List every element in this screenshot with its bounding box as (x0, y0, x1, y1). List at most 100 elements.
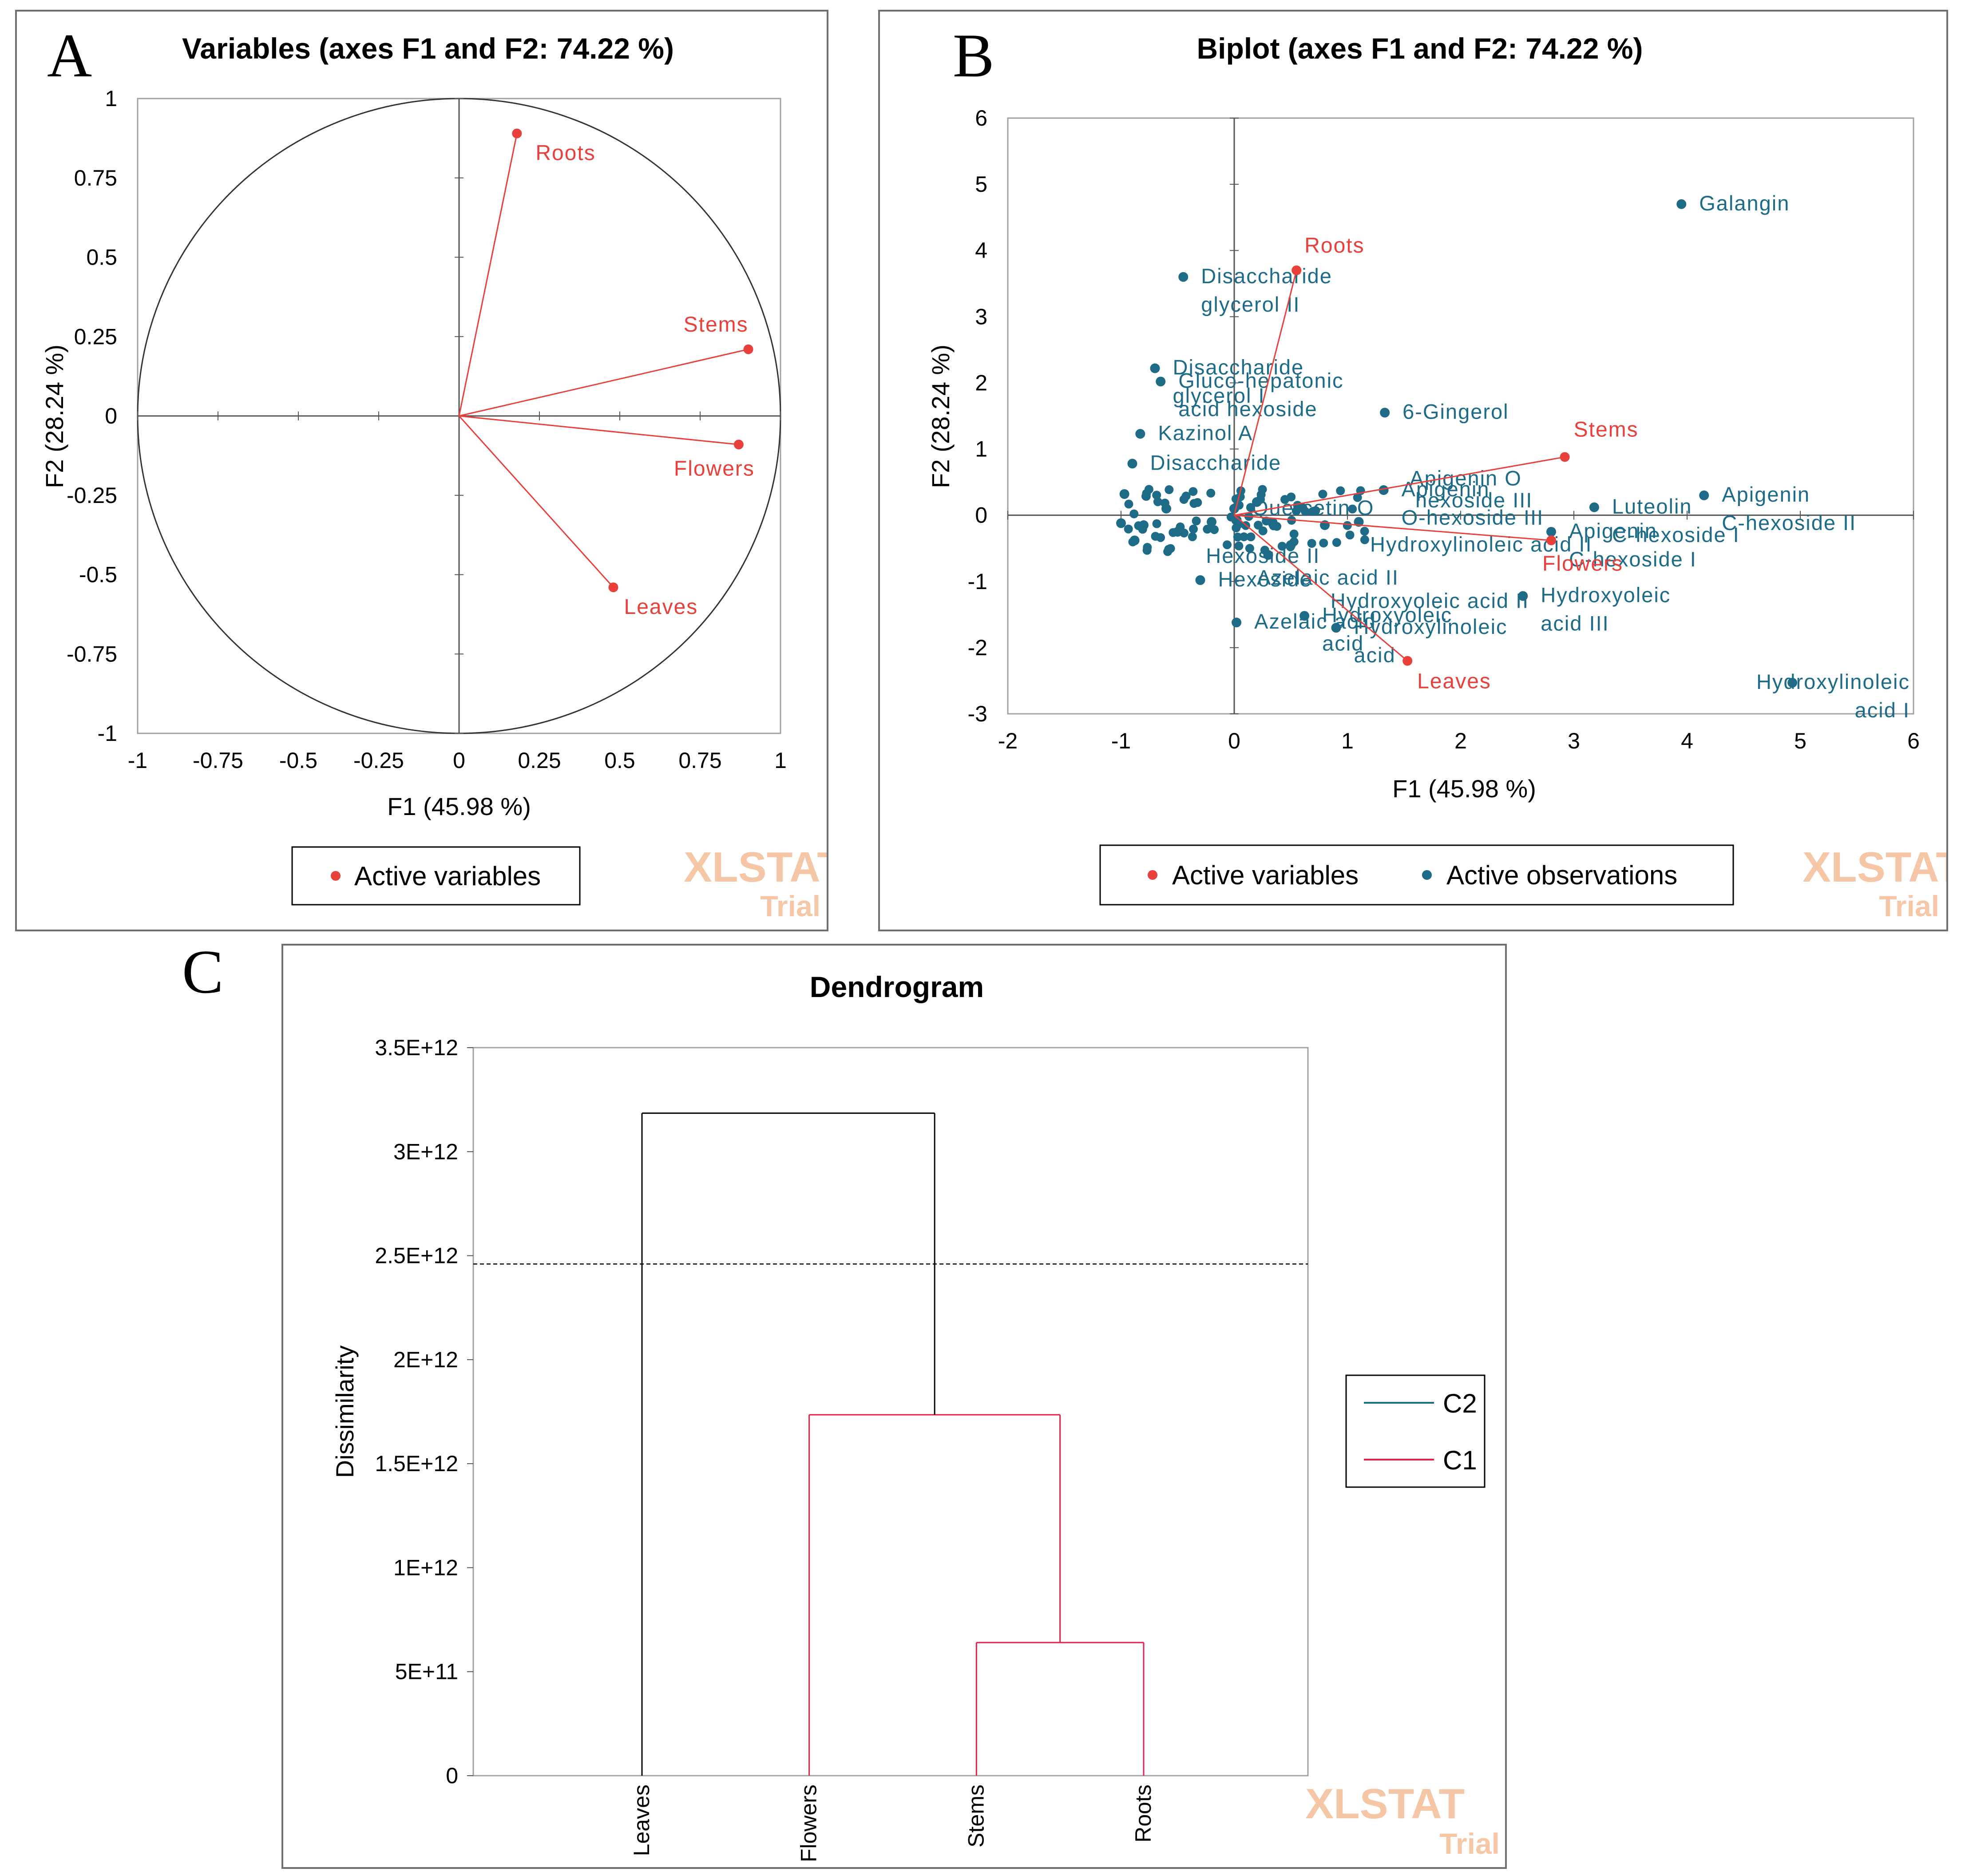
x-tick-label: -1 (128, 748, 147, 773)
vector-leaves (1234, 515, 1408, 661)
variables-plot: A Variables (axes F1 and F2: 74.22 %) -1… (40, 21, 827, 922)
observation-point (1254, 520, 1263, 530)
point-leaves (608, 582, 618, 593)
legend: C2 C1 (1345, 1374, 1486, 1488)
x-tick-label: 1 (1341, 728, 1354, 753)
observation-point (1152, 491, 1161, 500)
y-tick-label: 3 (975, 304, 987, 329)
y-tick-label: 1.5E+12 (375, 1451, 458, 1476)
legend-label-c1: C1 (1443, 1445, 1477, 1475)
observation-point (1258, 485, 1267, 494)
observation-point (1246, 503, 1255, 512)
observation-point (1319, 538, 1328, 548)
chart-title: Variables (axes F1 and F2: 74.22 %) (182, 32, 674, 65)
x-tick-label: -1 (1111, 728, 1131, 753)
x-axis-label: F1 (45.98 %) (1392, 775, 1536, 803)
y-tick-label: 1 (105, 86, 117, 111)
y-axis-label: Dissimilarity (331, 1346, 359, 1478)
label-stems: Stems (1574, 418, 1639, 441)
observation-point (1195, 575, 1205, 585)
y-tick-label: 4 (975, 238, 987, 263)
legend-label-variables: Active variables (1172, 860, 1359, 890)
observation-point (1336, 486, 1345, 495)
point-flowers (733, 439, 744, 450)
observation-label: Hydroxylinoleic acid I (1756, 670, 1910, 722)
y-axis-label: F2 (28.24 %) (40, 344, 68, 488)
observation-point (1188, 532, 1197, 542)
point-leaves (1402, 656, 1413, 666)
label-flowers: Flowers (1542, 552, 1623, 575)
observation-point (1245, 544, 1254, 553)
point-roots (1292, 265, 1302, 275)
biplot: B Biplot (axes F1 and F2: 74.22 %) -2 -1 0… (927, 21, 1946, 922)
panel-letter-b: B (953, 21, 994, 90)
observation-point (1246, 532, 1256, 542)
label-flowers: Flowers (674, 457, 755, 480)
observation-point (1787, 677, 1798, 688)
leaf-label-leaves: Leaves (629, 1785, 654, 1856)
observation-point (1232, 523, 1241, 533)
observation-point (1161, 503, 1171, 514)
x-tick-label: 5 (1794, 728, 1807, 753)
watermark-xlstat: XLSTAT (1305, 1780, 1465, 1828)
observation-point (1119, 489, 1129, 499)
chart-title: Biplot (axes F1 and F2: 74.22 %) (1197, 32, 1643, 65)
observation-label: 6-Gingerol (1402, 400, 1509, 423)
observation-point (1150, 363, 1160, 373)
cluster-label: Hexoside II (1206, 544, 1320, 567)
y-tick-label: 3E+12 (393, 1139, 458, 1164)
observation-point (1129, 509, 1139, 518)
watermark-xlstat: XLSTAT (1803, 843, 1946, 891)
observation-point (1379, 485, 1389, 495)
observation-point (1156, 533, 1165, 542)
observation-label: Quercetin O (1252, 496, 1374, 519)
observation-point (1116, 518, 1126, 528)
x-tick-label: 1 (774, 748, 787, 773)
x-tick-label: 2 (1454, 728, 1467, 753)
observation-label: Kazinol A (1158, 421, 1253, 444)
observation-point (1353, 493, 1362, 502)
legend-label-variables: Active variables (354, 861, 541, 891)
observation-point (1189, 524, 1198, 534)
y-tick-label: 2 (975, 370, 987, 395)
y-tick-label: -0.5 (79, 562, 117, 587)
x-tick-label: 0.25 (518, 748, 561, 773)
plot-area (1007, 117, 1914, 715)
label-stems: Stems (684, 313, 749, 336)
vector-roots (458, 133, 518, 416)
leaf-label-flowers: Flowers (796, 1785, 821, 1862)
observation-label: Azelaic acid (1254, 610, 1376, 633)
observation-point (1178, 272, 1189, 282)
y-tick-label: 3.5E+12 (375, 1035, 458, 1060)
observation-point (1124, 499, 1133, 509)
observation-point (1360, 535, 1369, 544)
panel-letter-c-holder: C (182, 944, 223, 1006)
observation-label: Apigenin C-hexoside II (1722, 483, 1856, 534)
legend-marker-variables (331, 871, 341, 881)
observation-label: Disaccharide glycerol I (1173, 356, 1304, 408)
x-tick-label: 3 (1568, 728, 1580, 753)
x-tick-label: -0.75 (193, 748, 243, 773)
vector-stems (1234, 456, 1565, 516)
observation-point (1152, 519, 1161, 528)
observation-point (1153, 497, 1162, 507)
y-tick-label: 0.5 (86, 245, 117, 270)
legend: Active variables Active observations (1099, 844, 1734, 906)
observation-point (1163, 547, 1173, 556)
observation-label: Gluco-hepatonic acid hexoside (1178, 368, 1343, 420)
y-tick-label: 0 (975, 503, 987, 528)
point-roots (512, 128, 522, 139)
observation-label: Disaccharide glycerol II (1201, 264, 1332, 316)
x-axis-label: F1 (45.98 %) (387, 792, 531, 820)
observation-point (1308, 507, 1318, 516)
y-tick-label: 2.5E+12 (375, 1243, 458, 1268)
observation-point (1252, 497, 1262, 507)
y-tick-label: -0.75 (67, 641, 117, 666)
observation-label: Apigenin O-hexoside III (1402, 477, 1544, 529)
label-leaves: Leaves (624, 595, 698, 619)
observation-point (1179, 495, 1189, 504)
watermark-trial: Trial (760, 890, 820, 922)
y-axis-label: F2 (28.24 %) (927, 344, 955, 488)
observation-point (1206, 488, 1216, 498)
vector-flowers (459, 415, 739, 445)
